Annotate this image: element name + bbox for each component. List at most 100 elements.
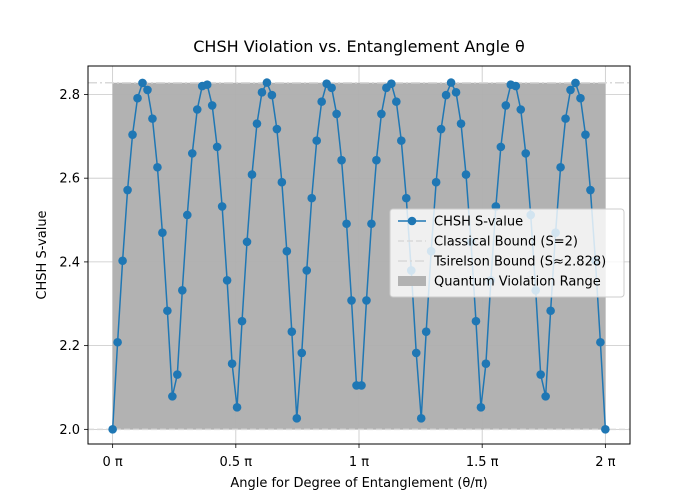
chsh-point-99 [601, 425, 610, 434]
chsh-point-62 [416, 414, 426, 423]
chsh-point-38 [297, 348, 307, 358]
chsh-point-65 [431, 177, 441, 187]
chsh-point-8 [148, 114, 157, 123]
chsh-point-10 [158, 228, 167, 237]
chsh-point-23 [222, 276, 232, 285]
chsh-point-19 [202, 80, 212, 89]
chsh-point-29 [252, 119, 262, 128]
chsh-point-16 [187, 149, 197, 158]
chsh-point-12 [168, 392, 177, 401]
chsh-point-46 [337, 155, 346, 165]
chsh-point-68 [446, 78, 456, 87]
chsh-point-20 [207, 101, 217, 110]
chsh-point-3 [123, 185, 132, 195]
chsh-point-58 [397, 136, 406, 145]
chsh-point-73 [471, 316, 481, 326]
chsh-point-96 [586, 185, 595, 195]
chsh-point-66 [436, 124, 446, 134]
x-tick-label-0: 0 π [103, 455, 123, 470]
chsh-point-71 [461, 170, 471, 179]
chsh-point-92 [566, 85, 575, 95]
chsh-point-61 [411, 348, 421, 358]
chsh-point-98 [596, 337, 605, 347]
y-tick-label-2: 2.4 [59, 255, 80, 270]
chsh-point-39 [302, 266, 312, 275]
chsh-point-57 [392, 97, 401, 106]
legend: CHSH S-value Classical Bound (S=2) Tsirels… [389, 208, 625, 298]
chsh-point-1 [113, 337, 122, 347]
legend-chsh-label: CHSH S-value [434, 215, 523, 230]
chsh-point-27 [242, 237, 252, 247]
legend-fill-handle [398, 276, 426, 286]
x-axis-title: Angle for Degree of Entanglement (θ/π) [230, 476, 487, 491]
chsh-point-91 [561, 114, 570, 123]
chsh-point-79 [501, 101, 511, 110]
chsh-point-51 [362, 296, 371, 305]
chsh-point-59 [401, 193, 411, 203]
legend-chsh-marker [407, 216, 417, 226]
chsh-point-5 [133, 93, 142, 103]
chsh-point-9 [153, 162, 162, 172]
chsh-point-40 [307, 193, 317, 203]
chsh-point-24 [227, 359, 237, 369]
chsh-point-53 [372, 155, 381, 165]
chsh-point-14 [178, 286, 187, 295]
chsh-point-28 [247, 170, 257, 179]
chsh-point-82 [516, 105, 526, 114]
y-axis-title: CHSH S-value [35, 210, 50, 299]
x-tick-label-2: 1 π [349, 455, 369, 470]
chsh-point-35 [282, 246, 292, 256]
y-tick-label-3: 2.6 [59, 172, 80, 187]
chsh-point-75 [481, 359, 491, 369]
chsh-point-25 [232, 403, 242, 412]
chsh-point-45 [332, 109, 341, 119]
chsh-point-30 [257, 88, 267, 97]
chsh-point-70 [456, 119, 466, 128]
legend-fill-label: Quantum Violation Range [434, 275, 601, 290]
chsh-point-2 [118, 256, 127, 266]
chsh-point-17 [192, 105, 202, 114]
chsh-point-63 [421, 327, 431, 336]
chsh-point-4 [128, 130, 137, 139]
chsh-point-78 [496, 142, 506, 152]
legend-classical-label: Classical Bound (S=2) [434, 235, 578, 250]
chsh-point-11 [163, 306, 172, 316]
y-tick-label-4: 2.8 [59, 88, 80, 103]
chsh-point-47 [342, 219, 351, 229]
chsh-point-34 [277, 177, 287, 187]
chsh-point-15 [182, 210, 192, 220]
chsh-point-32 [267, 90, 277, 100]
chsh-point-41 [312, 136, 322, 145]
chsh-point-86 [536, 370, 545, 379]
chsh-point-21 [212, 142, 222, 152]
x-tick-label-1: 0.5 π [219, 455, 252, 470]
legend-tsirelson-label: Tsirelson Bound (S≈2.828) [433, 255, 606, 270]
chsh-point-67 [441, 90, 451, 100]
chsh-point-42 [317, 97, 326, 106]
chsh-point-13 [173, 370, 182, 379]
chsh-point-52 [367, 219, 376, 229]
chsh-point-22 [217, 202, 227, 211]
chsh-point-93 [571, 78, 580, 88]
chsh-point-0 [108, 425, 117, 434]
x-tick-label-4: 2 π [595, 455, 615, 470]
chsh-point-74 [476, 403, 486, 412]
chsh-point-31 [262, 78, 272, 87]
chsh-point-36 [287, 327, 297, 336]
chsh-point-56 [387, 79, 396, 88]
chsh-point-50 [357, 381, 366, 390]
chsh-point-6 [138, 78, 147, 88]
chsh-point-26 [237, 316, 247, 326]
x-tick-label-3: 1.5 π [466, 455, 499, 470]
chsh-point-81 [511, 81, 521, 91]
chsh-point-87 [541, 392, 550, 401]
chsh-point-33 [272, 124, 282, 134]
chsh-point-69 [451, 88, 461, 97]
chart-title: CHSH Violation vs. Entanglement Angle θ [193, 37, 525, 56]
chsh-point-7 [143, 85, 152, 95]
chsh-point-48 [347, 296, 356, 305]
chsh-point-95 [581, 130, 590, 139]
chsh-point-83 [521, 149, 531, 158]
y-tick-label-0: 2.0 [59, 423, 80, 438]
